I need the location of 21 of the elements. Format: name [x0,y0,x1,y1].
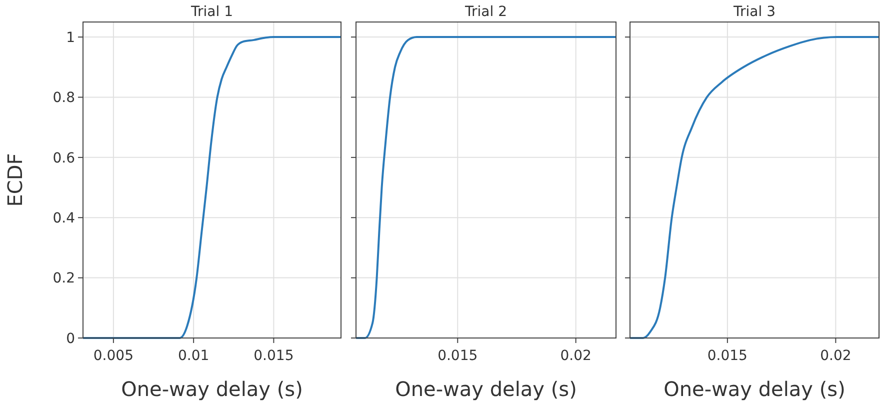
y-tick-label: 0.6 [52,150,76,166]
y-tick-label: 0.2 [52,270,75,287]
x-tick-label: 0.01 [178,348,210,364]
x-tick-label: 0.02 [560,348,592,364]
x-tick-label: 0.015 [438,348,478,364]
x-tick-label: 0.005 [93,348,134,364]
y-tick-label: 0.8 [52,90,75,106]
y-axis-title: ECDF [3,153,27,207]
chart-title: Trial 2 [464,4,507,20]
y-tick-label: 1 [66,30,75,46]
line-series [82,36,342,339]
x-tick-label: 0.015 [707,348,748,364]
x-axis-title: One-way delay (s) [121,377,303,401]
chart-title: Trial 1 [190,4,233,20]
y-tick-label: 0 [66,330,75,347]
x-axis-title: One-way delay (s) [664,377,846,401]
x-tick-label: 0.02 [820,348,852,364]
y-tick-label: 0.4 [52,210,76,227]
x-tick-label: 0.015 [254,348,294,364]
x-axis-title: One-way delay (s) [395,377,577,401]
chart-title: Trial 3 [732,4,776,20]
